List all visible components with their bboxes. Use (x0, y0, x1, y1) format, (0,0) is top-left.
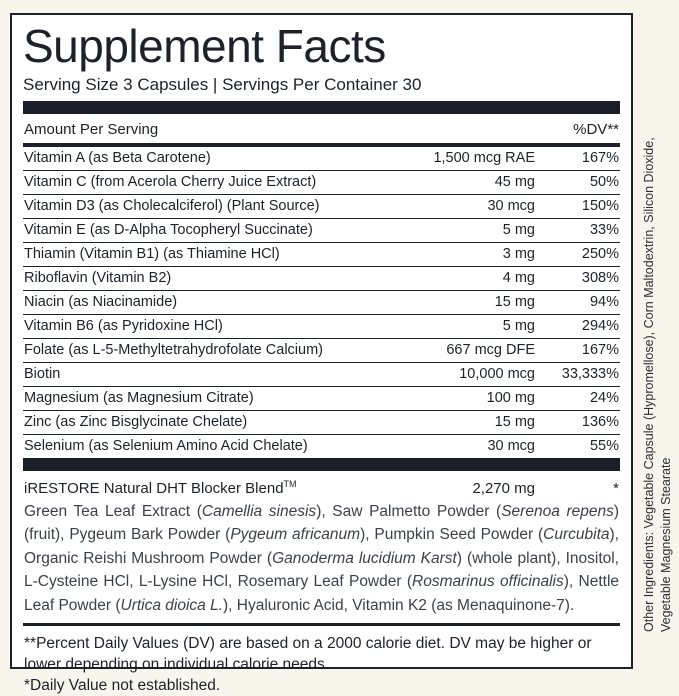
nutrient-name: Zinc (as Zinc Bisglycinate Chelate) (24, 414, 248, 431)
footnotes: **Percent Daily Values (DV) are based on… (23, 626, 620, 696)
latin-name: Curcubita (543, 526, 610, 544)
nutrient-amount: 5 mg (502, 222, 535, 239)
label-page: { "colors": { "page_background": "#f8f5e… (10, 13, 675, 695)
latin-name: Pygeum africanum (230, 526, 361, 544)
nutrient-amount: 30 mcg (487, 198, 535, 215)
description-text: ), Hyaluronic Acid, Vitamin K2 (as Menaq… (223, 596, 575, 614)
latin-name: Serenoa repens (501, 502, 614, 520)
nutrient-dv: 55% (589, 438, 619, 455)
supplement-facts-panel: Supplement Facts Serving Size 3 Capsules… (10, 13, 633, 694)
nutrient-amount: 15 mg (494, 294, 535, 311)
nutrient-dv: 150% (581, 198, 619, 215)
blend-dv-asterisk: * (613, 479, 619, 497)
nutrient-amount: 5 mg (502, 318, 535, 335)
nutrient-name: Biotin (24, 366, 61, 383)
percent-dv-footnote: **Percent Daily Values (DV) are based on… (24, 635, 592, 674)
nutrient-amount: 100 mg (486, 390, 535, 407)
nutrient-amount: 667 mcg DFE (446, 342, 535, 359)
blend-name: iRESTORE Natural DHT Blocker BlendTM (24, 479, 380, 497)
table-row: Niacin (as Niacinamide) 15 mg 94% (23, 291, 620, 315)
latin-name: Ganoderma lucidium Karst (272, 549, 457, 567)
nutrient-name: Thiamin (Vitamin B1) (as Thiamine HCl) (24, 246, 280, 263)
nutrient-dv: 50% (589, 174, 619, 191)
latin-name: Urtica dioica L. (120, 596, 224, 614)
nutrient-dv: 308% (581, 270, 619, 287)
blend-amount: 2,270 mg (472, 479, 535, 497)
table-row: Vitamin B6 (as Pyridoxine HCl) 5 mg 294% (23, 315, 620, 339)
nutrient-dv: 24% (589, 390, 619, 407)
nutrient-name: Vitamin E (as D-Alpha Tocopheryl Succina… (24, 222, 313, 239)
daily-value-footnote: *Daily Value not established. (24, 677, 221, 695)
other-ingredients-vertical-text: Other Ingredients: Vegetable Capsule (Hy… (641, 60, 675, 632)
table-row: Biotin 10,000 mcg 33,333% (23, 363, 620, 387)
description-text: ), Organic Reishi Mushroom Powder ( (24, 526, 619, 567)
nutrient-name: Folate (as L-5-Methyltetrahydrofolate Ca… (24, 342, 323, 359)
other-ingredients-line1: Other Ingredients: Vegetable Capsule (Hy… (642, 137, 656, 632)
percent-dv-header: %DV** (573, 120, 619, 138)
table-row: Selenium (as Selenium Amino Acid Chelate… (23, 435, 620, 458)
nutrient-name: Magnesium (as Magnesium Citrate) (24, 390, 254, 407)
table-row: Vitamin C (from Acerola Cherry Juice Ext… (23, 171, 620, 195)
nutrient-name: Vitamin B6 (as Pyridoxine HCl) (24, 318, 223, 335)
nutrient-name: Selenium (as Selenium Amino Acid Chelate… (24, 438, 308, 455)
description-text: ), Nettle Leaf Powder ( (24, 573, 620, 614)
divider-bar-top (23, 100, 620, 114)
latin-name: Rosmarinus officinalis (412, 573, 564, 591)
nutrient-dv: 294% (581, 318, 619, 335)
blend-header-row: iRESTORE Natural DHT Blocker BlendTM 2,2… (23, 471, 620, 500)
nutrient-amount: 4 mg (502, 270, 535, 287)
nutrient-name: Vitamin D3 (as Cholecalciferol) (Plant S… (24, 198, 320, 215)
nutrient-amount: 10,000 mcg (459, 366, 535, 383)
nutrient-name: Vitamin C (from Acerola Cherry Juice Ext… (24, 174, 317, 191)
nutrient-dv: 167% (581, 150, 619, 167)
description-text: ), Pumpkin Seed Powder ( (360, 526, 544, 544)
nutrient-dv: 136% (581, 414, 619, 431)
description-text: ) (fruit), Pygeum Bark Powder ( (24, 502, 620, 544)
nutrient-amount: 15 mg (494, 414, 535, 431)
other-ingredients-line2: Vegetable Magnesium Stearate (658, 457, 673, 632)
amount-per-serving-header: Amount Per Serving (24, 120, 159, 138)
nutrient-dv: 33,333% (561, 366, 619, 383)
nutrient-amount: 45 mg (494, 174, 535, 191)
table-row: Zinc (as Zinc Bisglycinate Chelate) 15 mg… (23, 411, 620, 435)
blend-name-text: iRESTORE Natural DHT Blocker Blend (24, 479, 284, 497)
serving-info: Serving Size 3 Capsules | Servings Per C… (23, 74, 422, 94)
description-text: ), Saw Palmetto Powder ( (316, 502, 502, 520)
divider-bar-middle (23, 457, 620, 471)
table-header-row: Amount Per Serving %DV** (23, 114, 620, 147)
description-text: ) (whole plant), Inositol, L-Cysteine HC… (24, 549, 619, 591)
table-row: Magnesium (as Magnesium Citrate) 100 mg 24… (23, 387, 620, 411)
table-row: Vitamin E (as D-Alpha Tocopheryl Succina… (23, 219, 620, 243)
footnote-divider-line (23, 623, 620, 627)
panel-title: Supplement Facts (23, 20, 386, 72)
nutrient-dv: 167% (581, 342, 619, 359)
table-row: Folate (as L-5-Methyltetrahydrofolate Ca… (23, 339, 620, 363)
trademark-symbol: TM (283, 478, 297, 489)
nutrient-amount: 1,500 mcg RAE (433, 150, 535, 167)
table-row: Vitamin A (as Beta Carotene) 1,500 mcg RA… (23, 147, 620, 171)
description-text: Green Tea Leaf Extract ( (24, 502, 202, 520)
latin-name: Camellia sinesis (201, 502, 317, 520)
nutrient-name: Niacin (as Niacinamide) (24, 294, 178, 311)
table-row: Riboflavin (Vitamin B2) 4 mg 308% (23, 267, 620, 291)
table-row: Vitamin D3 (as Cholecalciferol) (Plant S… (23, 195, 620, 219)
nutrient-name: Vitamin A (as Beta Carotene) (24, 150, 211, 167)
nutrient-rows: Vitamin A (as Beta Carotene) 1,500 mcg RA… (23, 147, 620, 458)
nutrient-amount: 30 mcg (487, 438, 535, 455)
blend-description: Green Tea Leaf Extract (Camellia sinesis… (23, 500, 620, 618)
nutrient-dv: 33% (589, 222, 619, 239)
nutrient-name: Riboflavin (Vitamin B2) (24, 270, 172, 287)
table-row: Thiamin (Vitamin B1) (as Thiamine HCl) 3 … (23, 243, 620, 267)
nutrient-amount: 3 mg (502, 246, 535, 263)
nutrient-dv: 94% (589, 294, 619, 311)
nutrient-dv: 250% (581, 246, 619, 263)
